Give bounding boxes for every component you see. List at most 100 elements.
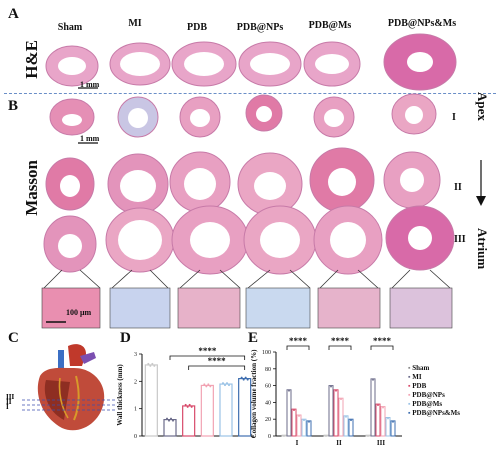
bar-pdb-ms-iii [385, 417, 391, 437]
legend-marker: ▪ [408, 382, 413, 390]
legend-item-pdb-ms: ▪ PDB@Ms [408, 400, 443, 408]
data-point [283, 435, 285, 438]
masson-sections [41, 93, 455, 329]
data-point [205, 385, 208, 388]
heart-level-i: I [6, 403, 9, 411]
y-tick-label: 1 [134, 407, 137, 413]
legend-marker: ▪ [408, 364, 413, 372]
y-tick-label: 3 [134, 352, 137, 358]
data-point [226, 382, 228, 385]
data-point [303, 419, 305, 422]
data-point [170, 417, 172, 420]
panel-c-label: C [8, 330, 19, 346]
atrium-label: Atrium [475, 228, 490, 270]
sig-bracket [169, 355, 246, 360]
sig-bracket [370, 345, 394, 350]
data-point [288, 389, 290, 392]
bar-pdb-nps-ms [238, 377, 252, 437]
y-tick-label: 60 [265, 384, 271, 390]
bar-pdb-nps-ms-i [306, 420, 312, 437]
data-point [350, 419, 352, 422]
legend-item-pdb-nps: ▪ PDB@NPs [408, 391, 445, 399]
sig-label: **** [289, 336, 308, 346]
data-point [372, 378, 374, 381]
legend-marker: ▪ [408, 391, 413, 399]
bar-mi-i [286, 389, 292, 437]
data-point [293, 409, 295, 412]
bar-mi-ii [328, 385, 334, 437]
data-point [392, 420, 394, 423]
y-tick-label: 0 [134, 434, 137, 440]
level-iii-label: III [454, 234, 466, 245]
bar-pdb-i [291, 408, 297, 437]
bar-pdb-ms-i [301, 418, 307, 437]
section-divider [4, 93, 496, 94]
panel-a-label: A [8, 6, 19, 22]
col-label-mi: MI [128, 18, 142, 29]
data-point [330, 385, 332, 388]
heart-illustration [22, 344, 116, 431]
y-tick-label: 100 [262, 350, 271, 356]
bar-pdb-iii [375, 403, 381, 437]
he-sections [45, 33, 457, 91]
data-point [242, 378, 245, 381]
collagen-fraction-chart: 0 20 40 60 80 100 Collagen volume fraction (%)… [250, 336, 402, 447]
legend-item-sham: ▪ Sham [408, 364, 430, 372]
data-point [149, 364, 152, 367]
data-point [166, 417, 168, 420]
apex-to-atrium-arrow [476, 160, 486, 206]
y-tick-label: 80 [265, 367, 271, 373]
data-point [387, 417, 389, 420]
y-axis-label: Collagen volume fraction (%) [250, 349, 258, 439]
data-point [151, 362, 154, 365]
bar-pdb-nps-iii [380, 406, 386, 437]
data-point [228, 384, 230, 387]
data-point [153, 364, 156, 367]
bar-pdb-nps-ms-iii [390, 420, 396, 437]
bar-pdb [182, 405, 196, 437]
data-point [244, 376, 247, 379]
data-point [172, 419, 174, 422]
sig-bracket [286, 345, 310, 350]
legend-marker: ▪ [408, 400, 413, 408]
sig-label: **** [198, 346, 217, 356]
data-point [325, 435, 327, 438]
data-point [168, 419, 170, 422]
he-scale-bar-label: 1 mm [80, 80, 100, 89]
y-tick-label: 40 [265, 400, 271, 406]
col-label-sham: Sham [57, 22, 83, 33]
sig-bracket [328, 345, 352, 350]
data-point [335, 389, 337, 392]
sig-bracket [188, 365, 246, 370]
data-point [190, 405, 193, 408]
bar-pdb-ms-ii [343, 415, 349, 437]
sig-label: **** [208, 356, 227, 366]
data-point [207, 383, 210, 386]
bar-pdb-nps [200, 384, 214, 437]
bar-mi [163, 418, 177, 437]
x-tick-label-iii: III [377, 439, 385, 447]
data-point [308, 420, 310, 423]
panel-e-label: E [248, 330, 259, 346]
heart-level-ii: II [6, 398, 12, 406]
apex-label: Apex [475, 92, 490, 121]
level-i-label: I [452, 112, 456, 123]
data-point [345, 415, 347, 418]
data-point [147, 362, 150, 365]
col-label-pdb-ms: PDB@Ms [308, 20, 352, 31]
heart-level-iii: III [6, 393, 15, 401]
data-point [186, 405, 189, 408]
data-point [246, 378, 249, 381]
data-point [184, 403, 187, 406]
legend-marker: ▪ [408, 373, 413, 381]
heart-level-labels: III II I [6, 393, 15, 411]
y-tick-label: 2 [134, 379, 137, 385]
bar-pdb-nps-ii [338, 397, 344, 437]
legend-item-mi: ▪ MI [408, 373, 422, 381]
bar-sham [144, 364, 158, 437]
panel-d-label: D [120, 330, 131, 346]
col-label-pdb-nps: PDB@NPs [236, 22, 284, 33]
col-label-pdb-nps-ms: PDB@NPs&Ms [387, 18, 457, 29]
wall-thickness-chart: 0 1 2 3 Wall thickness (mm) ******** [116, 346, 254, 440]
panel-b-label: B [8, 98, 19, 114]
